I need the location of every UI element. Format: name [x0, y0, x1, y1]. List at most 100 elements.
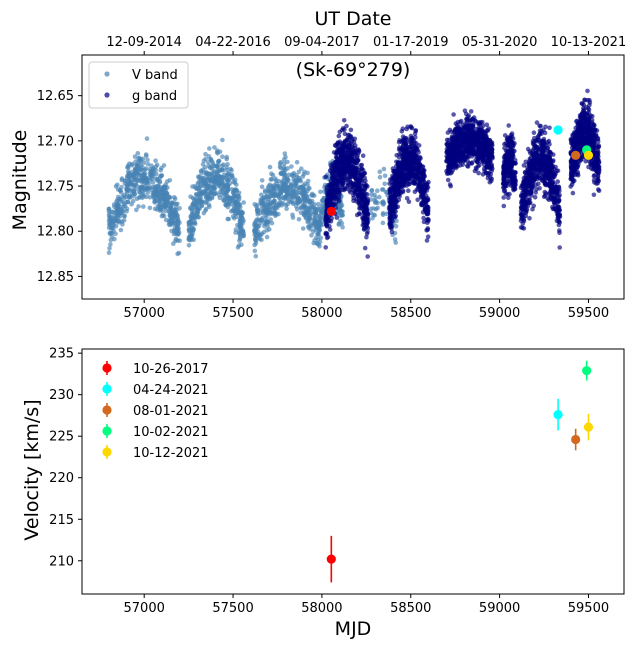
- g-band-point: [445, 156, 450, 161]
- v-band-point: [263, 219, 269, 225]
- g-band-point: [531, 130, 537, 135]
- v-band-point: [125, 163, 131, 168]
- g-band-point: [469, 128, 474, 133]
- v-band-point: [125, 199, 131, 204]
- v-band-point: [394, 218, 399, 224]
- v-band-point: [259, 184, 265, 190]
- g-band-point: [424, 181, 430, 186]
- v-band-point: [216, 158, 221, 164]
- v-band-point: [203, 151, 208, 157]
- g-band-point: [503, 183, 508, 188]
- v-band-point: [375, 205, 380, 211]
- v-band-point: [155, 185, 160, 191]
- g-band-point: [519, 206, 524, 211]
- v-band-point: [264, 215, 269, 220]
- v-band-point: [264, 234, 270, 240]
- v-band-point: [172, 196, 178, 202]
- g-band-point: [459, 141, 465, 146]
- v-band-point: [271, 205, 277, 210]
- g-band-point: [460, 162, 466, 167]
- g-band-point: [446, 169, 452, 175]
- g-band-point: [329, 215, 335, 221]
- v-band-point: [320, 197, 326, 203]
- v-band-point: [198, 178, 204, 184]
- v-band-point: [176, 230, 182, 235]
- g-band-point: [401, 152, 407, 158]
- v-band-point: [108, 237, 114, 243]
- g-band-point: [329, 183, 334, 188]
- g-band-point: [522, 194, 528, 200]
- g-band-point: [400, 189, 406, 195]
- g-band-point: [545, 196, 550, 201]
- v-band-point: [294, 159, 300, 165]
- v-band-point: [160, 212, 166, 217]
- v-band-point: [162, 197, 168, 202]
- g-band-point: [483, 152, 489, 157]
- v-band-point: [318, 223, 323, 229]
- g-band-point: [478, 130, 484, 135]
- v-band-point: [162, 184, 167, 190]
- g-band-point: [344, 169, 350, 174]
- v-band-point: [191, 237, 196, 243]
- g-band-point: [509, 131, 515, 136]
- v-band-point: [252, 223, 257, 228]
- g-band-point: [469, 135, 475, 141]
- v-band-point: [135, 163, 140, 169]
- v-band-point: [195, 200, 200, 205]
- g-band-point: [448, 183, 454, 189]
- v-band-point: [301, 195, 306, 200]
- g-band-point: [543, 174, 549, 179]
- g-band-point: [364, 216, 369, 222]
- g-band-point: [362, 175, 368, 181]
- v-band-point: [157, 204, 162, 209]
- g-band-point: [424, 238, 430, 243]
- v-band-point: [311, 229, 316, 234]
- v-band-point: [159, 188, 165, 193]
- v-band-point: [278, 187, 283, 192]
- v-band-point: [264, 194, 270, 199]
- g-band-point: [557, 228, 562, 233]
- v-band-point: [377, 174, 383, 180]
- g-band-point: [530, 138, 536, 144]
- g-band-point: [557, 213, 562, 218]
- v-band-point: [136, 156, 141, 161]
- g-band-point: [341, 118, 347, 123]
- v-band-point: [318, 235, 324, 241]
- g-band-point: [410, 148, 415, 154]
- v-band-point: [141, 204, 146, 209]
- v-band-point: [237, 234, 243, 240]
- v-band-point: [109, 230, 115, 236]
- g-band-point: [337, 166, 342, 172]
- v-band-point: [141, 171, 146, 177]
- v-band-point: [117, 196, 123, 202]
- v-band-point: [258, 197, 264, 203]
- v-band-point: [235, 245, 241, 250]
- v-band-point: [271, 185, 277, 191]
- g-band-point: [507, 152, 512, 157]
- v-band-point: [268, 199, 273, 204]
- v-band-point: [278, 193, 284, 198]
- v-band-point: [110, 209, 116, 215]
- v-band-point: [203, 156, 208, 162]
- v-band-point: [110, 225, 115, 231]
- v-band-point: [306, 216, 311, 222]
- g-band-point: [413, 159, 419, 164]
- v-band-point: [216, 192, 222, 198]
- g-band-point: [546, 181, 552, 187]
- g-band-point: [467, 147, 472, 152]
- v-band-point: [270, 173, 276, 178]
- v-band-point: [122, 213, 127, 219]
- v-band-point: [226, 216, 232, 222]
- v-band-point: [191, 227, 196, 233]
- v-band-point: [214, 164, 220, 170]
- v-band-point: [233, 199, 239, 205]
- g-band-point: [445, 143, 450, 148]
- v-band-point: [201, 210, 207, 216]
- v-band-point: [211, 184, 216, 189]
- v-band-point: [190, 184, 195, 189]
- v-band-point: [237, 224, 243, 229]
- v-band-point: [375, 200, 380, 206]
- g-band-point: [425, 209, 431, 214]
- v-band-point: [312, 202, 317, 207]
- v-band-point: [338, 218, 343, 224]
